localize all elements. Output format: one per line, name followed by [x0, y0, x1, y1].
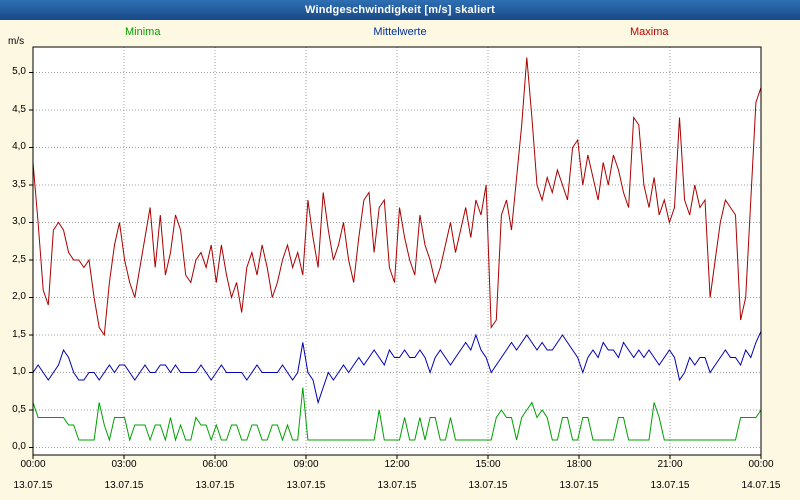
- x-date-label: 13.07.15: [650, 480, 690, 491]
- y-tick-label: 3,5: [12, 178, 26, 190]
- x-axis-time-labels: 00:00 03:00 06:00 09:00 12:00 15:00 18:0…: [13, 459, 781, 470]
- x-date-label: 13.07.15: [377, 480, 417, 491]
- y-tick-label: 4,5: [12, 103, 26, 115]
- x-time-label: 00:00: [20, 459, 46, 470]
- legend-item-minima: Minima: [125, 26, 161, 38]
- y-tick-label: 2,0: [12, 291, 26, 302]
- y-tick-label: 0,0: [12, 441, 26, 452]
- x-date-label: 13.07.15: [468, 480, 508, 491]
- y-tick-label: 1,5: [12, 328, 26, 340]
- y-tick-label: 1,0: [12, 366, 26, 377]
- x-time-label: 15:00: [475, 459, 501, 470]
- x-date-label: 13.07.15: [286, 480, 326, 491]
- y-tick-label: 5,0: [12, 66, 26, 77]
- y-tick-label: 3,0: [12, 216, 26, 227]
- window-titlebar: Windgeschwindigkeit [m/s] skaliert: [0, 0, 800, 20]
- y-tick-label: 2,5: [12, 253, 26, 265]
- x-time-label: 00:00: [748, 459, 774, 470]
- x-date-label: 13.07.15: [13, 480, 53, 491]
- x-time-label: 06:00: [202, 459, 228, 470]
- x-time-label: 12:00: [384, 459, 410, 470]
- x-time-label: 09:00: [293, 459, 319, 470]
- x-date-label: 14.07.15: [741, 480, 781, 491]
- chart-title: Windgeschwindigkeit [m/s] skaliert: [304, 4, 496, 16]
- x-date-label: 13.07.15: [104, 480, 144, 491]
- y-axis-tick-labels: 5,0 4,5 4,0 3,5 3,0 2,5 2,0 1,5 1,0 0,5 …: [0, 66, 29, 453]
- x-time-label: 21:00: [657, 459, 683, 470]
- legend-item-maxima: Maxima: [630, 26, 669, 38]
- x-date-label: 13.07.15: [559, 480, 599, 491]
- x-date-label: 13.07.15: [195, 480, 235, 491]
- x-time-label: 18:00: [566, 459, 592, 470]
- legend-item-mittelwerte: Mittelwerte: [373, 26, 427, 38]
- y-axis-unit-label: m/s: [8, 36, 25, 47]
- x-axis-date-labels: 13.07.15 13.07.15 13.07.15 13.07.15 13.0…: [3, 480, 791, 491]
- x-time-label: 03:00: [111, 459, 137, 470]
- y-tick-label: 0,5: [12, 403, 26, 415]
- y-tick-label: 4,0: [12, 141, 26, 152]
